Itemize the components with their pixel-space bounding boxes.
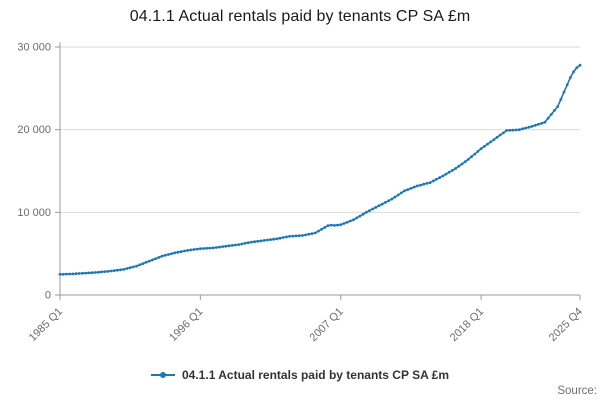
svg-text:2025 Q4: 2025 Q4: [547, 306, 585, 344]
legend: 04.1.1 Actual rentals paid by tenants CP…: [0, 368, 600, 382]
svg-text:1985 Q1: 1985 Q1: [27, 306, 65, 344]
line-chart-plot-area: 0 10 000 20 000 30 000 1985 Q1 1996 Q1 2007 Q1…: [17, 42, 585, 344]
legend-item[interactable]: 04.1.1 Actual rentals paid by tenants CP…: [151, 368, 449, 382]
svg-text:0: 0: [45, 290, 51, 302]
source-label: Source:: [557, 385, 597, 397]
svg-text:2018 Q1: 2018 Q1: [448, 306, 486, 344]
legend-line-marker-icon: [151, 372, 175, 378]
svg-text:2007 Q1: 2007 Q1: [308, 306, 346, 344]
svg-text:20 000: 20 000: [17, 124, 51, 136]
svg-text:30 000: 30 000: [17, 42, 51, 54]
svg-text:10 000: 10 000: [17, 207, 51, 219]
chart-title: 04.1.1 Actual rentals paid by tenants CP…: [129, 8, 471, 25]
legend-label: 04.1.1 Actual rentals paid by tenants CP…: [182, 368, 449, 382]
svg-text:1996 Q1: 1996 Q1: [167, 306, 205, 344]
